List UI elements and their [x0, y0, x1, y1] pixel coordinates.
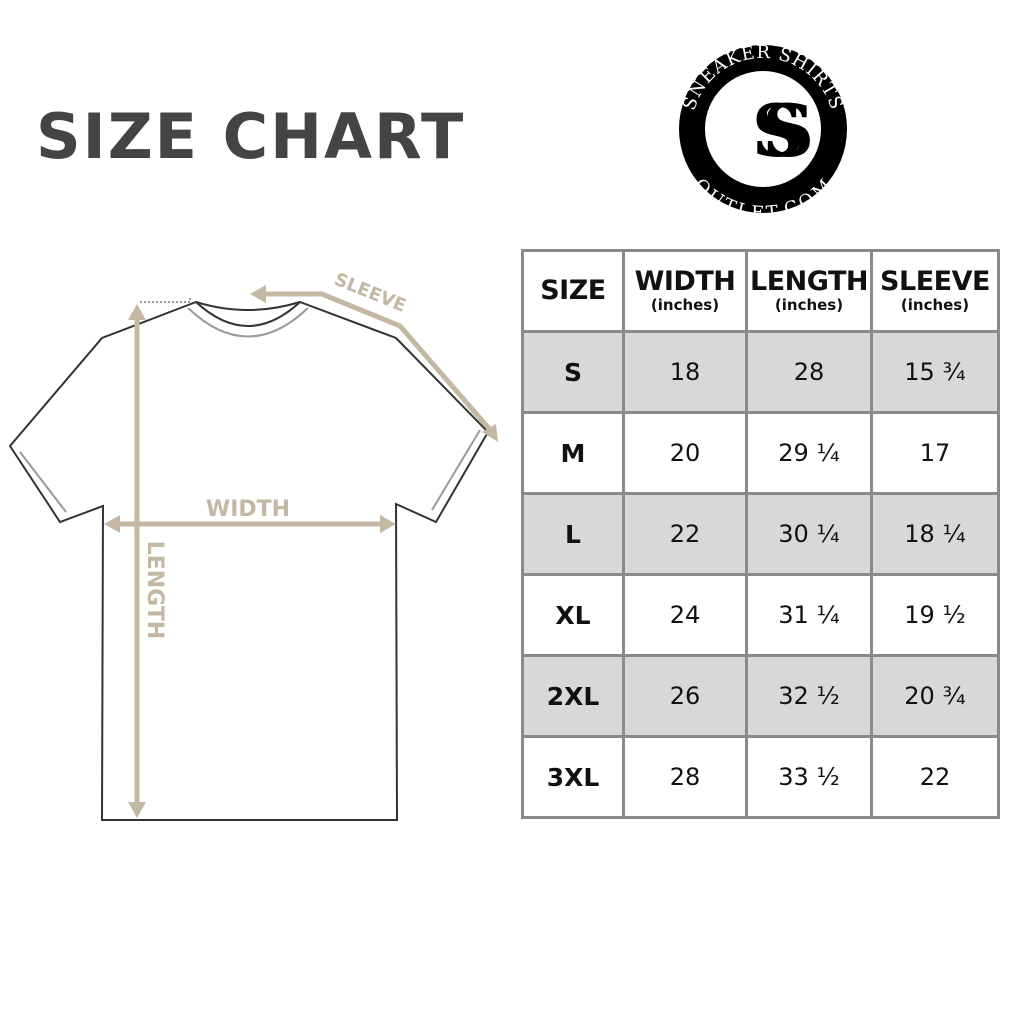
sleeve-cell: 17 — [870, 411, 1000, 495]
header-width: WIDTH (inches) — [622, 249, 748, 333]
sleeve-cell: 15 ¾ — [870, 330, 1000, 414]
sleeve-cell: 18 ¼ — [870, 492, 1000, 576]
size-cell: XL — [521, 573, 625, 657]
tshirt-diagram: WIDTH LENGTH SLEEVE — [8, 270, 498, 821]
size-cell: S — [521, 330, 625, 414]
length-label: LENGTH — [142, 541, 167, 640]
width-cell: 18 — [622, 330, 748, 414]
length-cell: 31 ¼ — [745, 573, 873, 657]
header-size: SIZE — [521, 249, 625, 333]
header-length: LENGTH (inches) — [745, 249, 873, 333]
length-cell: 29 ¼ — [745, 411, 873, 495]
width-cell: 22 — [622, 492, 748, 576]
table-row: M 20 29 ¼ 17 — [521, 411, 1000, 495]
length-cell: 30 ¼ — [745, 492, 873, 576]
width-cell: 24 — [622, 573, 748, 657]
size-cell: 3XL — [521, 735, 625, 819]
header-sleeve: SLEEVE (inches) — [870, 249, 1000, 333]
sleeve-cell: 22 — [870, 735, 1000, 819]
table-header-row: SIZE WIDTH (inches) LENGTH (inches) SLEEVE… — [521, 249, 1000, 333]
width-cell: 20 — [622, 411, 748, 495]
width-label: WIDTH — [206, 497, 290, 522]
width-cell: 28 — [622, 735, 748, 819]
length-cell: 28 — [745, 330, 873, 414]
size-cell: L — [521, 492, 625, 576]
length-cell: 32 ½ — [745, 654, 873, 738]
table-row: XL 24 31 ¼ 19 ½ — [521, 573, 1000, 657]
size-table: SIZE WIDTH (inches) LENGTH (inches) SLEEVE… — [521, 249, 1000, 819]
length-cell: 33 ½ — [745, 735, 873, 819]
width-cell: 26 — [622, 654, 748, 738]
table-row: S 18 28 15 ¾ — [521, 330, 1000, 414]
sleeve-cell: 20 ¾ — [870, 654, 1000, 738]
table-row: 2XL 26 32 ½ 20 ¾ — [521, 654, 1000, 738]
sleeve-label: SLEEVE — [331, 270, 409, 317]
brand-logo: SNEAKER SHIRTS OUTLET.COM SS — [679, 44, 850, 214]
table-row: 3XL 28 33 ½ 22 — [521, 735, 1000, 819]
size-cell: M — [521, 411, 625, 495]
table-row: L 22 30 ¼ 18 ¼ — [521, 492, 1000, 576]
sleeve-cell: 19 ½ — [870, 573, 1000, 657]
tshirt-outline — [8, 300, 490, 821]
page-title: SIZE CHART — [36, 100, 466, 173]
sleeve-arrow — [262, 291, 494, 434]
size-cell: 2XL — [521, 654, 625, 738]
